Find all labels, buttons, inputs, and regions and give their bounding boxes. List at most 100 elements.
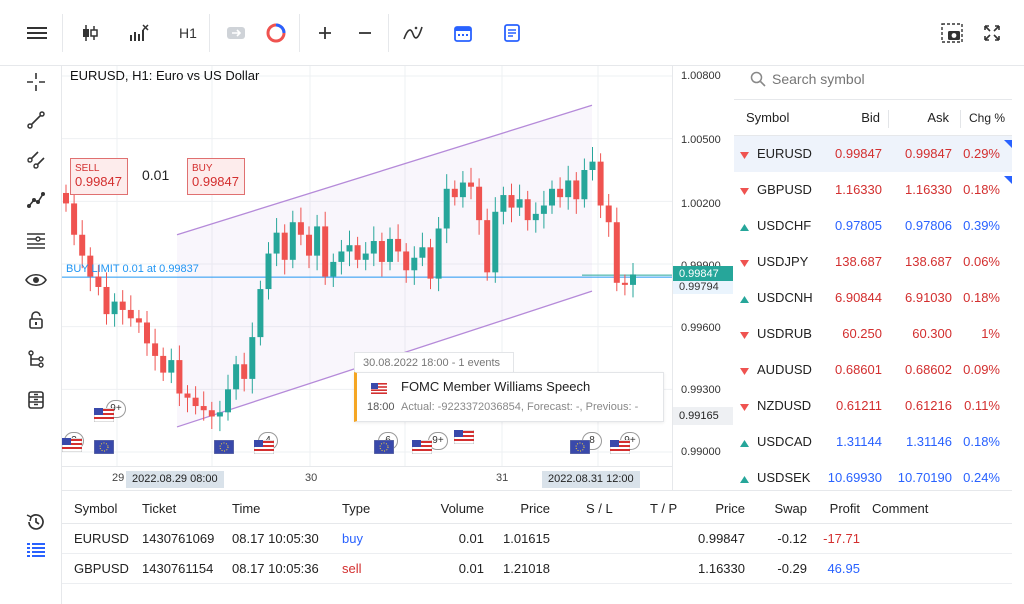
us-flag-icon[interactable]: [609, 439, 631, 455]
candle-body: [411, 257, 418, 271]
watch-row[interactable]: USDRUB 60.250 60.300 1%: [734, 316, 1012, 352]
th-swap[interactable]: Swap: [774, 501, 807, 516]
us-flag-icon[interactable]: [411, 439, 433, 455]
color-theme-icon[interactable]: [259, 16, 293, 50]
th-sl[interactable]: S / L: [586, 501, 613, 516]
candle-body: [630, 274, 636, 285]
event-time: 18:00: [367, 401, 395, 413]
time-axis[interactable]: 29 30 31 2022.08.29 08:00 2022.08.31 12:…: [62, 466, 672, 490]
watch-row[interactable]: USDCNH 6.90844 6.91030 0.18%: [734, 280, 1012, 316]
candle-body: [532, 213, 539, 221]
search-input[interactable]: [772, 68, 992, 90]
crosshair-icon[interactable]: [20, 66, 52, 98]
th-symbol[interactable]: Symbol: [74, 501, 118, 516]
candle-body: [273, 232, 280, 254]
candle-body: [152, 343, 159, 356]
th-profit[interactable]: Profit: [829, 501, 860, 516]
candle-body: [395, 238, 402, 252]
sell-button[interactable]: SELL 0.99847: [70, 158, 128, 195]
event-title: FOMC Member Williams Speech: [401, 379, 591, 394]
watch-row[interactable]: NZDUSD 0.61211 0.61216 0.11%: [734, 388, 1012, 424]
th-volume[interactable]: Volume: [440, 501, 484, 516]
trade-time: 08.17 10:05:30: [232, 531, 319, 546]
market-watch: Symbol Bid Ask Chg % EURUSD 0.99847 0.9984…: [734, 58, 1012, 490]
one-click-icon[interactable]: [219, 16, 253, 50]
menu-icon[interactable]: [20, 16, 54, 50]
eu-flag-icon[interactable]: [373, 439, 395, 455]
search-box[interactable]: [734, 58, 1012, 100]
candles-icon[interactable]: [73, 16, 107, 50]
event-badge[interactable]: 9+: [428, 432, 448, 450]
candle-body: [208, 410, 215, 417]
history-icon[interactable]: [20, 506, 52, 538]
price-tick: 1.00800: [681, 70, 721, 82]
th-type[interactable]: Type: [342, 501, 371, 516]
trade-row[interactable]: GBPUSD 1430761154 08.17 10:05:36 sell 0.01 1.…: [62, 554, 1012, 584]
lock-icon[interactable]: [20, 304, 52, 336]
buy-limit-label[interactable]: BUY LIMIT 0.01 at 0.99837: [66, 263, 199, 275]
col-symbol[interactable]: Symbol: [746, 110, 790, 125]
fullscreen-icon[interactable]: [975, 16, 1009, 50]
timeframe-button[interactable]: H1: [171, 16, 205, 50]
eu-flag-icon[interactable]: [569, 439, 591, 455]
path-icon[interactable]: [20, 184, 52, 216]
screenshot-icon[interactable]: [935, 16, 969, 50]
us-flag-icon[interactable]: [453, 429, 475, 445]
watch-row[interactable]: EURUSD 0.99847 0.99847 0.29%: [734, 136, 1012, 172]
visibility-icon[interactable]: [20, 264, 52, 296]
watch-ask: 1.16330: [905, 182, 952, 197]
watch-row[interactable]: GBPUSD 1.16330 1.16330 0.18%: [734, 172, 1012, 208]
watch-row[interactable]: USDCHF 0.97805 0.97806 0.39%: [734, 208, 1012, 244]
th-cur-price[interactable]: Price: [715, 501, 745, 516]
list-icon[interactable]: [20, 534, 52, 566]
us-flag-icon[interactable]: [93, 407, 115, 423]
eu-flag-icon[interactable]: [213, 439, 235, 455]
channel-icon[interactable]: [20, 144, 52, 176]
candle-body: [565, 180, 572, 198]
drawing-toolbar: [0, 66, 62, 604]
arrow-down-icon: [740, 353, 749, 389]
th-ticket[interactable]: Ticket: [142, 501, 177, 516]
watch-bid: 1.16330: [835, 182, 882, 197]
candle-body: [370, 241, 377, 254]
us-flag-icon[interactable]: [253, 439, 275, 455]
watch-row[interactable]: USDCAD 1.31144 1.31146 0.18%: [734, 424, 1012, 460]
th-price[interactable]: Price: [520, 501, 550, 516]
watch-symbol: EURUSD: [757, 146, 812, 161]
watch-row[interactable]: USDSEK 10.69930 10.70190 0.24%: [734, 460, 1012, 496]
eu-flag-icon[interactable]: [93, 439, 115, 455]
chart-title: EURUSD, H1: Euro vs US Dollar: [70, 68, 260, 83]
candle-body: [160, 355, 167, 373]
us-flag-icon[interactable]: [61, 437, 83, 453]
col-chg[interactable]: Chg %: [969, 111, 1006, 125]
fibonacci-icon[interactable]: [20, 224, 52, 256]
th-tp[interactable]: T / P: [650, 501, 678, 516]
th-comment[interactable]: Comment: [872, 501, 929, 516]
watch-chg: 0.18%: [963, 434, 1000, 449]
candle-body: [233, 364, 240, 390]
price-tick: 0.99600: [681, 322, 721, 334]
layers-icon[interactable]: [20, 384, 52, 416]
hierarchy-icon[interactable]: [20, 344, 52, 376]
buy-button[interactable]: BUY 0.99847: [187, 158, 245, 195]
price-chart[interactable]: EURUSD, H1: Euro vs US Dollar SELL 0.998…: [61, 66, 672, 466]
candle-body: [557, 188, 564, 198]
objects-icon[interactable]: [396, 16, 430, 50]
watch-row[interactable]: USDJPY 138.687 138.687 0.06%: [734, 244, 1012, 280]
price-axis[interactable]: 1.008001.005001.002000.999000.996000.993…: [672, 66, 733, 490]
watch-row[interactable]: AUDUSD 0.68601 0.68602 0.09%: [734, 352, 1012, 388]
th-time[interactable]: Time: [232, 501, 261, 516]
calendar-icon[interactable]: [446, 16, 480, 50]
volume-input[interactable]: 0.01: [142, 167, 170, 183]
trendline-icon[interactable]: [20, 104, 52, 136]
indicators-icon[interactable]: [122, 16, 156, 50]
trade-row[interactable]: EURUSD 1430761069 08.17 10:05:30 buy 0.01 1.0…: [62, 524, 1012, 554]
journal-icon[interactable]: [495, 16, 529, 50]
col-bid[interactable]: Bid: [861, 110, 880, 125]
col-ask[interactable]: Ask: [927, 110, 949, 125]
current-price-badge: 0.99847: [673, 266, 733, 283]
trade-volume: 0.01: [458, 561, 484, 576]
zoom-in-icon[interactable]: [308, 16, 342, 50]
candle-body: [378, 241, 385, 262]
zoom-out-icon[interactable]: [348, 16, 382, 50]
